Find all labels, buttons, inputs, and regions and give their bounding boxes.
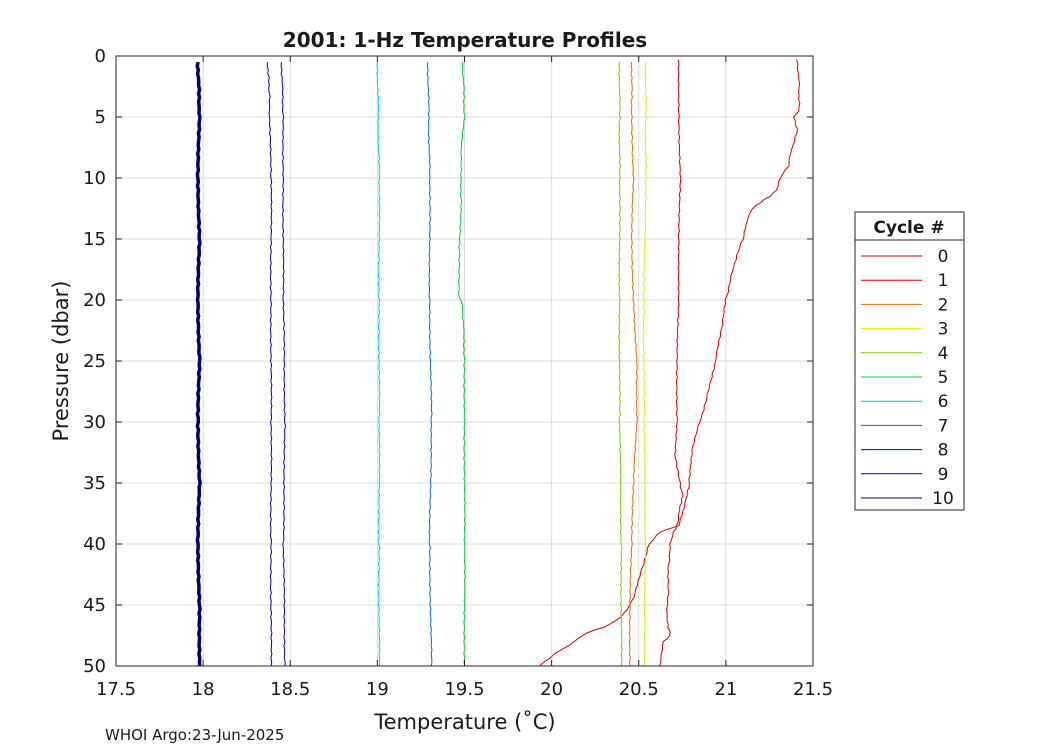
series-line-cycle-5 xyxy=(457,62,466,667)
series-line-cycle-3 xyxy=(642,62,647,667)
x-tick-label: 20 xyxy=(540,679,563,700)
y-tick-label: 15 xyxy=(83,229,106,250)
x-tick-label: 20.5 xyxy=(619,679,659,700)
series-line-cycle-7 xyxy=(426,62,433,667)
legend-label-cycle-0: 0 xyxy=(938,247,949,267)
legend: Cycle # 0 1 2 3 4 5 6 7 8 9 10 xyxy=(854,211,965,511)
legend-label-cycle-9: 9 xyxy=(938,465,949,485)
series-line-cycle-8 xyxy=(280,62,286,667)
legend-items: 0 1 2 3 4 5 6 7 8 9 10 xyxy=(861,247,954,509)
legend-frame xyxy=(854,211,965,511)
series-line-cycle-9 xyxy=(266,62,273,667)
y-tick-label: 5 xyxy=(95,107,106,128)
x-tick-label: 19 xyxy=(366,679,389,700)
x-tick-label: 21 xyxy=(714,679,737,700)
series-lines xyxy=(195,59,801,667)
y-tick-label: 30 xyxy=(83,412,106,433)
series-line-cycle-4 xyxy=(618,62,623,667)
y-tick-label: 0 xyxy=(95,46,106,67)
x-tick-label: 21.5 xyxy=(793,679,833,700)
series-line-cycle-0 xyxy=(659,59,684,667)
x-axis-label: Temperature (˚C) xyxy=(373,710,555,734)
legend-label-cycle-2: 2 xyxy=(938,295,949,315)
footer-stamp: WHOI Argo:23-Jun-2025 xyxy=(105,726,284,744)
legend-label-cycle-6: 6 xyxy=(938,392,949,412)
x-tick-label: 18 xyxy=(192,679,215,700)
y-tick-label: 45 xyxy=(83,595,106,616)
y-tick-label: 35 xyxy=(83,473,106,494)
legend-label-cycle-8: 8 xyxy=(938,441,949,461)
series-line-cycle-10 xyxy=(195,61,202,667)
chart-title: 2001: 1-Hz Temperature Profiles xyxy=(283,28,647,52)
x-tick-label: 17.5 xyxy=(96,679,136,700)
legend-label-cycle-5: 5 xyxy=(938,368,949,388)
axis-ticks: 17.5 18 18.5 19 19.5 20 20.5 21 21.5 0 5 10 15 20 25 30… xyxy=(83,46,833,700)
series-line-cycle-1 xyxy=(539,59,801,667)
y-axis-label: Pressure (dbar) xyxy=(49,281,73,442)
legend-label-cycle-4: 4 xyxy=(938,344,949,364)
series-line-cycle-2 xyxy=(628,62,638,667)
y-tick-label: 10 xyxy=(83,168,106,189)
x-tick-label: 19.5 xyxy=(444,679,484,700)
legend-label-cycle-10: 10 xyxy=(932,489,954,509)
y-tick-label: 25 xyxy=(83,351,106,372)
y-tick-label: 50 xyxy=(83,656,106,677)
legend-label-cycle-1: 1 xyxy=(938,271,949,291)
legend-label-cycle-7: 7 xyxy=(938,416,949,436)
legend-label-cycle-3: 3 xyxy=(938,320,949,340)
y-tick-label: 40 xyxy=(83,534,106,555)
x-tick-label: 18.5 xyxy=(270,679,310,700)
series-line-cycle-6 xyxy=(376,62,381,667)
legend-title: Cycle # xyxy=(873,218,944,238)
y-tick-label: 20 xyxy=(83,290,106,311)
